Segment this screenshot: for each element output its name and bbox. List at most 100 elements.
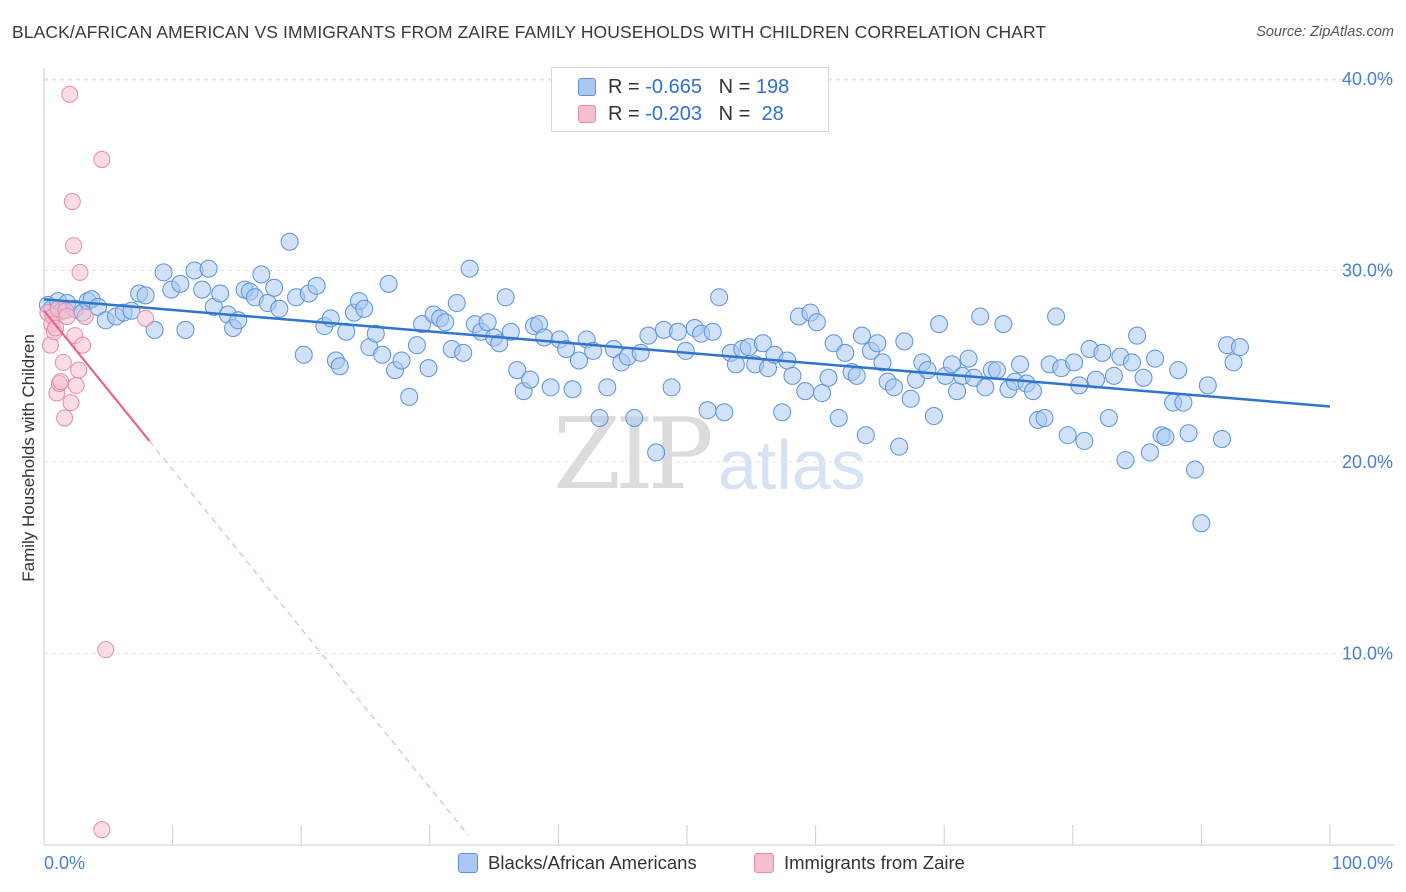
point-blacks: [662, 378, 681, 397]
point-blacks: [478, 313, 497, 332]
point-blacks: [868, 334, 887, 353]
point-blacks: [942, 355, 961, 374]
point-blacks: [930, 315, 949, 334]
point-blacks: [895, 332, 914, 351]
point-zaire: [56, 409, 74, 427]
y-axis-label: Family Households with Children: [19, 334, 38, 582]
point-blacks: [856, 426, 875, 445]
point-blacks: [535, 328, 554, 347]
point-blacks: [460, 259, 479, 278]
point-blacks: [824, 334, 843, 353]
point-zaire: [65, 237, 83, 255]
point-blacks: [901, 389, 920, 408]
point-blacks: [584, 341, 603, 360]
point-blacks: [852, 326, 871, 345]
point-blacks: [796, 382, 815, 401]
series-zaire-points: [39, 85, 155, 839]
point-blacks: [994, 315, 1013, 334]
point-blacks: [598, 378, 617, 397]
point-zaire: [76, 307, 94, 325]
trend-lines: [43, 297, 1331, 836]
point-blacks: [569, 351, 588, 370]
legend-n-value: 198: [755, 75, 790, 98]
point-blacks: [454, 343, 473, 362]
point-blacks: [676, 341, 695, 360]
point-blacks: [631, 343, 650, 362]
x-tick-label: 100.0%: [1332, 853, 1393, 873]
point-blacks: [710, 288, 729, 307]
bottom-legend-blacks: Blacks/African Americans: [458, 850, 697, 876]
point-blacks: [959, 349, 978, 368]
point-blacks: [136, 286, 155, 305]
point-zaire: [47, 319, 65, 337]
legend-row-blacks: R = -0.665 N = 198: [578, 74, 789, 100]
legend-n-value: 28: [755, 102, 784, 125]
legend-row-zaire: R = -0.203 N = 28: [578, 101, 784, 127]
point-blacks: [918, 361, 937, 380]
point-blacks: [1224, 353, 1243, 372]
point-blacks: [501, 322, 520, 341]
point-blacks: [1192, 514, 1211, 533]
point-blacks: [1035, 408, 1054, 427]
legend-r-label: R =: [608, 75, 646, 98]
point-blacks: [508, 361, 527, 380]
y-tick-label: 30.0%: [1342, 261, 1393, 281]
point-blacks: [1198, 376, 1217, 395]
point-blacks: [668, 322, 687, 341]
point-blacks: [176, 320, 195, 339]
point-blacks: [265, 278, 284, 297]
point-blacks: [447, 294, 466, 313]
point-blacks: [252, 265, 271, 284]
point-blacks: [373, 345, 392, 364]
point-blacks: [890, 437, 909, 456]
point-blacks: [847, 366, 866, 385]
point-blacks: [1140, 443, 1159, 462]
point-blacks: [366, 324, 385, 343]
point-blacks: [924, 407, 943, 426]
point-blacks: [773, 403, 792, 422]
point-blacks: [1099, 408, 1118, 427]
point-blacks: [1146, 349, 1165, 368]
point-blacks: [1023, 382, 1042, 401]
point-zaire: [67, 376, 85, 394]
point-blacks: [647, 443, 666, 462]
legend-n-label: N =: [718, 75, 756, 98]
point-blacks: [1134, 368, 1153, 387]
point-blacks: [1169, 361, 1188, 380]
point-zaire: [58, 307, 76, 325]
point-blacks: [541, 378, 560, 397]
point-blacks: [521, 370, 540, 389]
legend-r-value: -0.203: [645, 102, 702, 125]
point-zaire: [54, 353, 72, 371]
point-blacks: [355, 299, 374, 318]
point-blacks: [1122, 353, 1141, 372]
point-blacks: [294, 345, 313, 364]
correlation-legend: R = -0.665 N = 198 R = -0.203 N = 28: [551, 67, 829, 132]
point-blacks: [436, 313, 455, 332]
source-label: Source: ZipAtlas.com: [1256, 24, 1394, 40]
y-tick-label: 10.0%: [1342, 644, 1393, 664]
axes: [43, 68, 1394, 846]
point-zaire: [97, 641, 115, 659]
point-zaire: [93, 821, 111, 839]
point-zaire: [137, 309, 155, 327]
point-blacks: [563, 380, 582, 399]
point-blacks: [199, 259, 218, 278]
point-blacks: [1128, 326, 1147, 345]
point-blacks: [1065, 353, 1084, 372]
point-blacks: [976, 378, 995, 397]
point-blacks: [145, 320, 164, 339]
point-zaire: [70, 361, 88, 379]
point-blacks: [1156, 428, 1175, 447]
point-blacks: [1104, 366, 1123, 385]
point-blacks: [948, 382, 967, 401]
point-blacks: [1075, 431, 1094, 450]
point-blacks: [171, 274, 190, 293]
bottom-legend-label-blacks: Blacks/African Americans: [488, 852, 697, 873]
point-blacks: [783, 366, 802, 385]
point-blacks: [307, 276, 326, 295]
point-blacks: [1116, 451, 1135, 470]
point-zaire: [71, 263, 89, 281]
point-blacks: [1011, 355, 1030, 374]
bottom-legend-label-zaire: Immigrants from Zaire: [784, 852, 965, 873]
